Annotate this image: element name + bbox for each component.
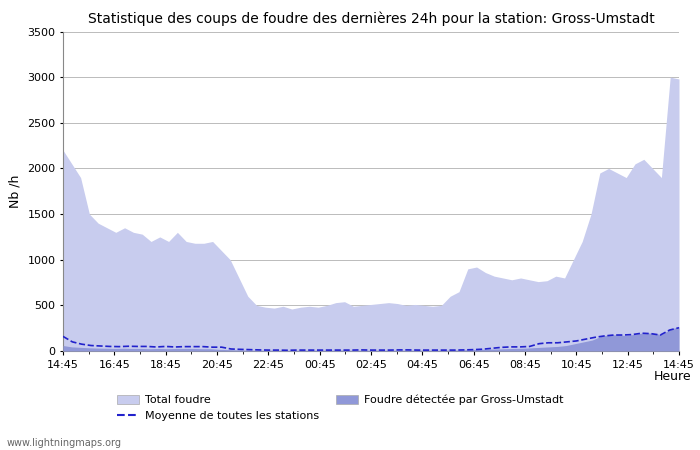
Text: www.lightningmaps.org: www.lightningmaps.org bbox=[7, 438, 122, 448]
Text: Heure: Heure bbox=[654, 370, 692, 383]
Legend: Total foudre, Moyenne de toutes les stations, Foudre détectée par Gross-Umstadt: Total foudre, Moyenne de toutes les stat… bbox=[118, 395, 563, 421]
Y-axis label: Nb /h: Nb /h bbox=[8, 175, 22, 208]
Title: Statistique des coups de foudre des dernières 24h pour la station: Gross-Umstadt: Statistique des coups de foudre des dern… bbox=[88, 12, 654, 26]
